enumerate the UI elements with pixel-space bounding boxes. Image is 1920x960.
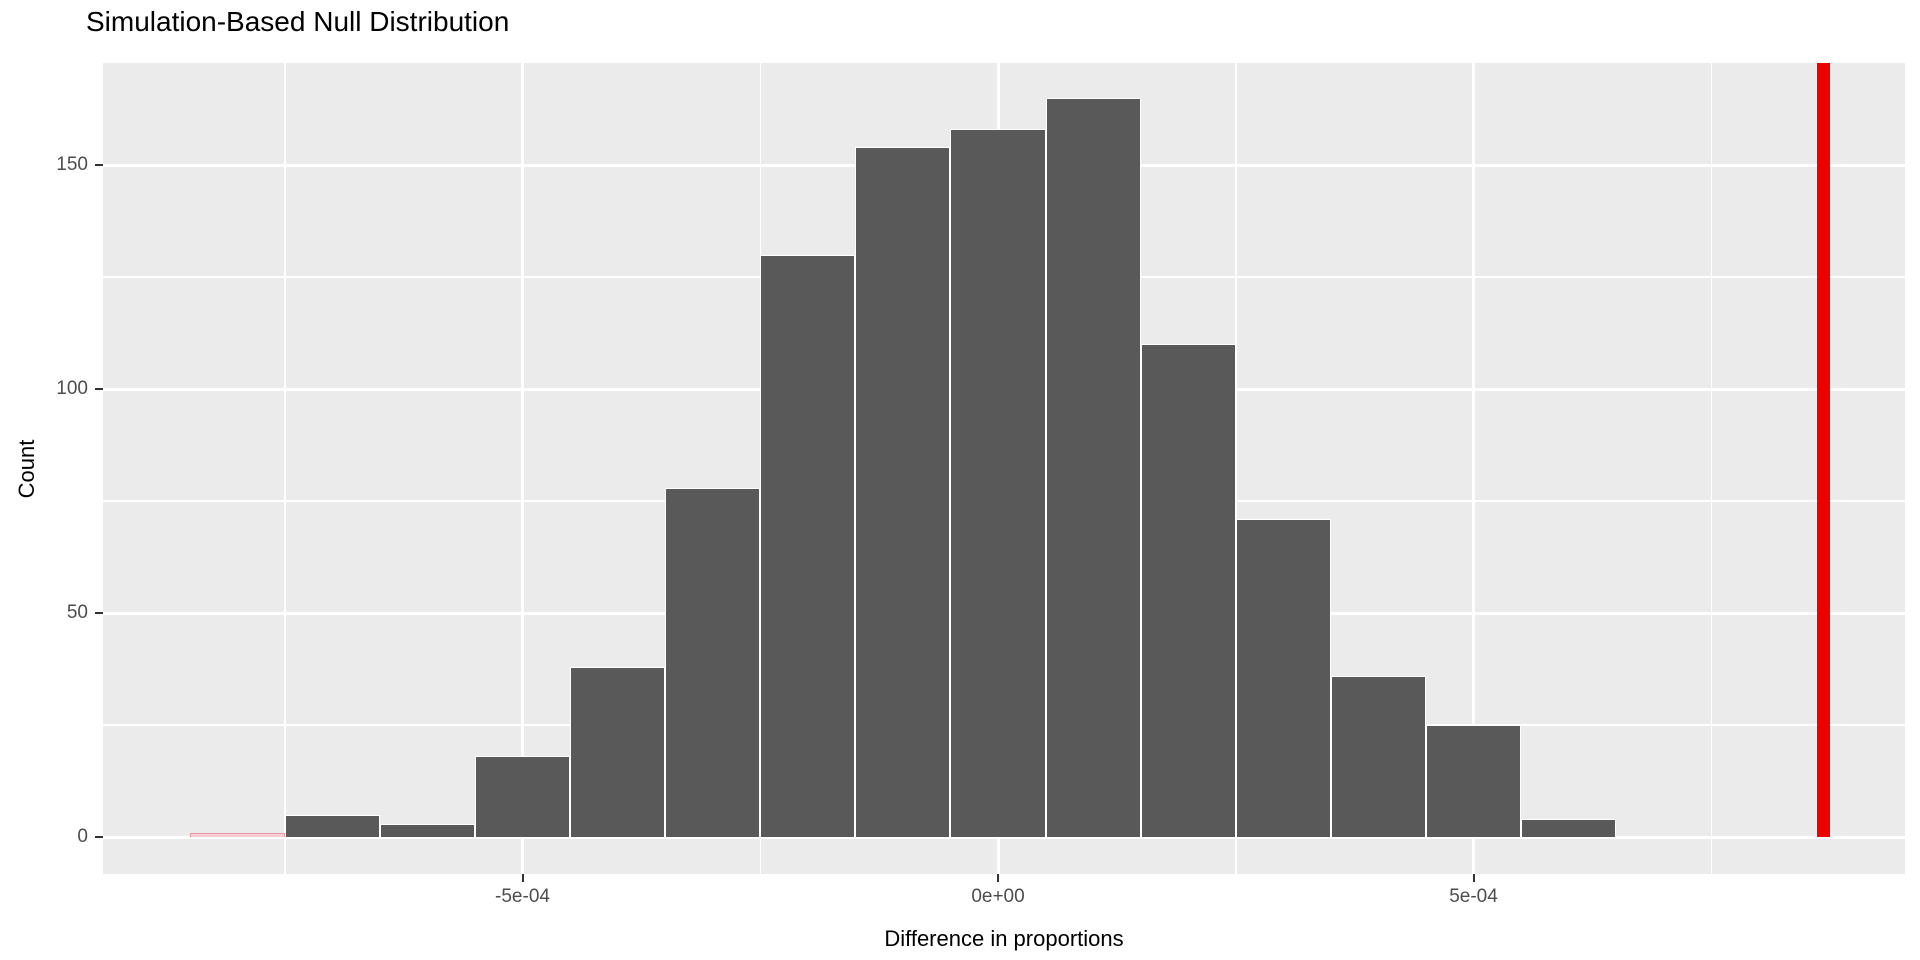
histogram-bar-shaded (189, 832, 285, 837)
histogram-bar (855, 147, 951, 837)
x-tick-mark (521, 874, 524, 882)
histogram-bar (284, 814, 380, 837)
y-tick-mark (95, 164, 103, 166)
histogram-bar (1045, 97, 1141, 837)
x-minor-gridline (1235, 63, 1237, 874)
histogram-bar (665, 487, 761, 837)
histogram-bar (760, 254, 856, 837)
y-tick-label: 150 (56, 154, 88, 175)
y-tick-label: 100 (56, 378, 88, 399)
histogram-bar (1140, 344, 1236, 837)
x-tick-mark (997, 874, 999, 882)
y-tick-label: 0 (77, 826, 88, 847)
observed-stat-line (1816, 63, 1830, 837)
x-tick-mark (1472, 874, 1475, 882)
histogram-bar (1235, 518, 1331, 837)
histogram-bar (1521, 819, 1617, 837)
histogram-bar (1330, 675, 1426, 837)
y-tick-mark (95, 836, 103, 838)
histogram-bar (379, 823, 475, 837)
x-tick-label: 5e-04 (1449, 886, 1498, 907)
chart-title: Simulation-Based Null Distribution (86, 6, 510, 37)
x-tick-label: -5e-04 (495, 886, 550, 907)
x-minor-gridline (284, 63, 286, 874)
x-major-gridline (521, 63, 524, 874)
x-tick-label: 0e+00 (971, 886, 1025, 907)
histogram-bar (950, 129, 1046, 837)
y-tick-mark (95, 612, 103, 614)
y-tick-mark (95, 388, 103, 390)
histogram-bar (474, 756, 571, 837)
y-tick-label: 50 (66, 602, 88, 623)
y-major-gridline (103, 835, 1905, 839)
x-axis-label: Difference in proportions (884, 926, 1124, 951)
y-axis-label: Count (14, 439, 39, 498)
x-major-gridline (1472, 63, 1475, 874)
x-minor-gridline (1710, 63, 1712, 874)
histogram-bar (1425, 725, 1522, 837)
plot-panel (103, 63, 1905, 874)
histogram-bar (570, 666, 666, 837)
